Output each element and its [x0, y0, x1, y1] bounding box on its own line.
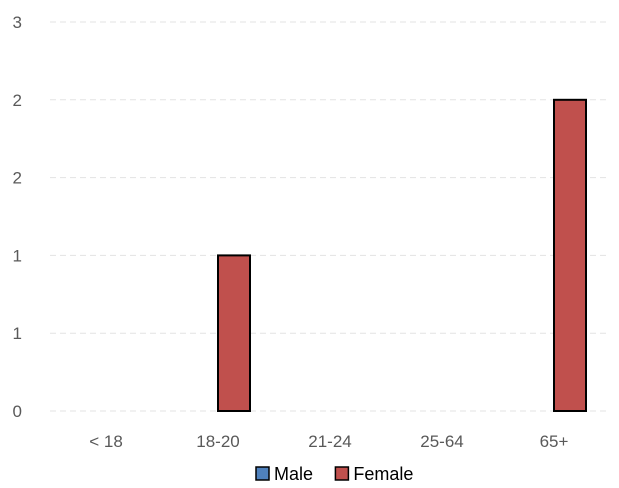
y-tick-label: 0	[13, 402, 22, 421]
legend-swatch-female	[334, 466, 350, 481]
legend-label-female: Female	[353, 464, 413, 484]
x-axis: < 18 18-20 21-24 25-64 65+	[89, 432, 568, 451]
x-tick-label: 18-20	[196, 432, 239, 451]
gridlines	[50, 21, 610, 412]
legend-swatch-male	[255, 466, 270, 481]
x-tick-label: 65+	[540, 432, 569, 451]
x-tick-label: < 18	[89, 432, 123, 451]
y-tick-label: 1	[13, 246, 22, 265]
y-tick-label: 3	[13, 13, 22, 32]
y-axis: 0 1 1 2 2 3	[13, 13, 22, 421]
bar-female-1	[217, 254, 251, 412]
x-tick-label: 21-24	[308, 432, 351, 451]
y-tick-label: 2	[13, 169, 22, 188]
x-tick-label: 25-64	[420, 432, 463, 451]
legend: Male Female	[255, 464, 413, 484]
bar-female-4	[553, 98, 587, 413]
y-tick-label: 1	[13, 324, 22, 343]
y-tick-label: 2	[13, 91, 22, 110]
legend-label-male: Male	[274, 464, 313, 484]
bars	[217, 98, 587, 413]
